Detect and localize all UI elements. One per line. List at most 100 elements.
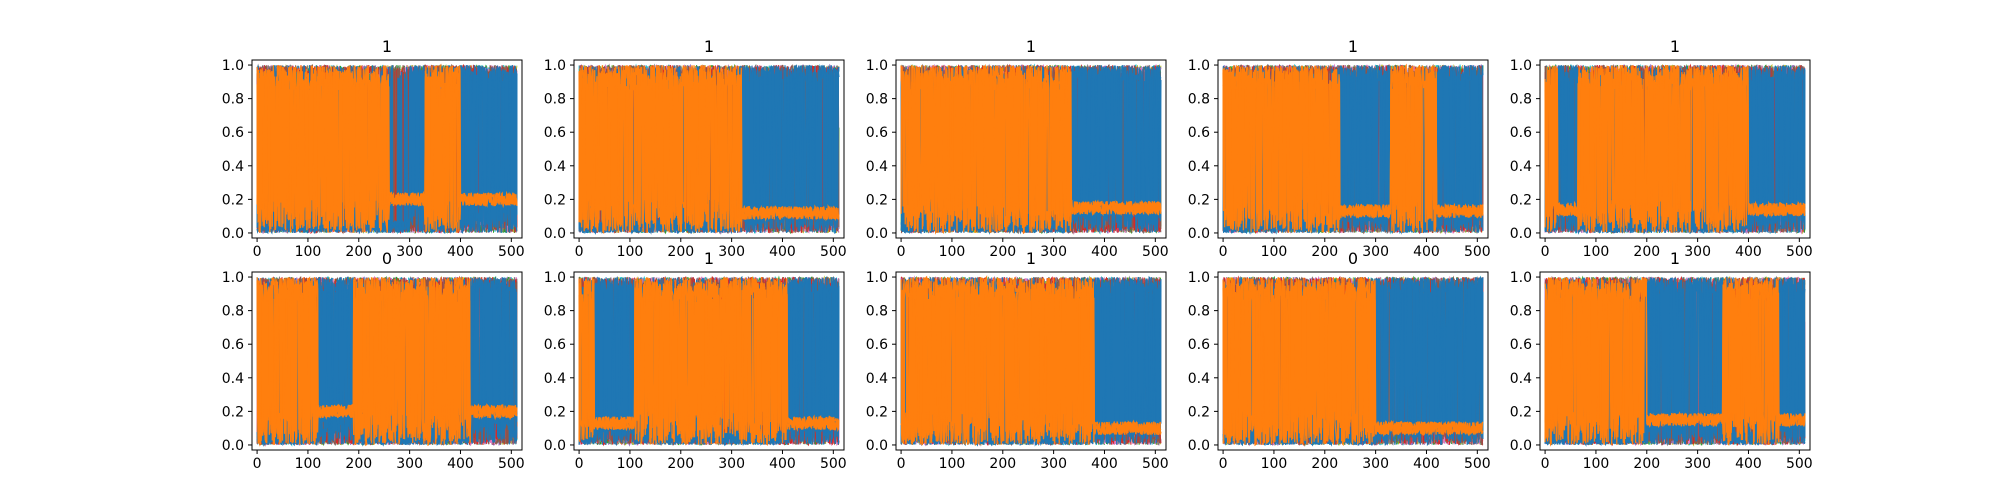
plot-area [578, 63, 840, 235]
plot-area [1222, 63, 1484, 235]
plot-area [900, 275, 1162, 447]
subplot-6: 0 100 200 300 400 500 0.0 0.2 0.4 0.6 0.8 1.0 1 [544, 249, 847, 472]
series-orange [1222, 64, 1484, 233]
y-tick-label: 0.4 [866, 371, 888, 387]
y-tick-label: 0.6 [222, 125, 244, 141]
y-tick-label: 0.6 [866, 125, 888, 141]
y-tick-label: 0.4 [866, 159, 888, 175]
subplot-title: 1 [1670, 37, 1680, 56]
y-tick-label: 1.0 [222, 58, 244, 74]
y-tick-label: 0.2 [222, 404, 244, 420]
subplot-0: 0 100 200 300 400 500 0.0 0.2 0.4 0.6 0.8 1.0 1 [222, 37, 525, 260]
y-tick-label: 1.0 [1188, 270, 1210, 286]
x-tick-label: 200 [1311, 244, 1338, 260]
x-tick-label: 0 [1541, 456, 1550, 472]
x-tick-label: 0 [897, 456, 906, 472]
y-tick-label: 0.0 [544, 438, 566, 454]
x-tick-label: 500 [820, 244, 847, 260]
axes-frame [1217, 271, 1489, 451]
x-tick-label: 200 [1633, 456, 1660, 472]
y-tick-label: 0.4 [1188, 159, 1210, 175]
y-tick-label: 0.6 [1510, 125, 1532, 141]
y-tick-label: 0.2 [222, 192, 244, 208]
x-tick-label: 400 [1091, 244, 1118, 260]
y-tick-label: 0.8 [1510, 92, 1532, 108]
subplot-2: 0 100 200 300 400 500 0.0 0.2 0.4 0.6 0.8 1.0 1 [866, 37, 1169, 260]
x-tick-label: 400 [769, 244, 796, 260]
x-tick-label: 100 [617, 244, 644, 260]
subplot-title: 1 [1026, 37, 1036, 56]
x-tick-label: 100 [617, 456, 644, 472]
y-tick-label: 0.0 [544, 226, 566, 242]
y-tick-label: 1.0 [866, 58, 888, 74]
y-tick-label: 0.2 [866, 192, 888, 208]
y-tick-label: 0.8 [1188, 92, 1210, 108]
x-tick-label: 100 [295, 456, 322, 472]
plot-area [256, 63, 518, 235]
series-orange [1544, 277, 1806, 445]
x-tick-label: 100 [1583, 456, 1610, 472]
y-tick-label: 0.4 [1510, 371, 1532, 387]
x-tick-label: 300 [1362, 456, 1389, 472]
y-tick-label: 0.2 [544, 192, 566, 208]
x-tick-label: 400 [1413, 244, 1440, 260]
subplot-title: 0 [382, 249, 392, 268]
subplot-title: 0 [1348, 249, 1358, 268]
x-tick-label: 0 [575, 456, 584, 472]
x-tick-label: 300 [718, 244, 745, 260]
y-tick-label: 0.0 [1188, 438, 1210, 454]
x-tick-label: 500 [1142, 456, 1169, 472]
x-tick-label: 400 [1735, 244, 1762, 260]
plot-area [900, 63, 1162, 235]
x-tick-label: 100 [1261, 244, 1288, 260]
x-tick-label: 100 [1261, 456, 1288, 472]
y-tick-label: 0.4 [1188, 371, 1210, 387]
series-orange [578, 65, 840, 233]
axes-frame [895, 271, 1167, 451]
y-tick-label: 0.8 [1188, 304, 1210, 320]
y-tick-label: 0.2 [544, 404, 566, 420]
x-tick-label: 300 [1362, 244, 1389, 260]
y-tick-label: 1.0 [1188, 58, 1210, 74]
y-tick-label: 0.2 [866, 404, 888, 420]
y-tick-label: 0.0 [866, 226, 888, 242]
x-tick-label: 300 [1684, 244, 1711, 260]
x-tick-label: 200 [1633, 244, 1660, 260]
axes-frame [251, 271, 523, 451]
x-tick-label: 400 [1735, 456, 1762, 472]
x-tick-label: 300 [396, 456, 423, 472]
y-tick-label: 0.4 [222, 371, 244, 387]
x-tick-label: 0 [253, 244, 262, 260]
subplot-7: 0 100 200 300 400 500 0.0 0.2 0.4 0.6 0.8 1.0 1 [866, 249, 1169, 472]
axes-frame [1539, 59, 1811, 239]
subplot-5: 0 100 200 300 400 500 0.0 0.2 0.4 0.6 0.8 1.0 0 [222, 249, 525, 472]
y-tick-label: 0.8 [544, 92, 566, 108]
x-tick-label: 300 [1040, 244, 1067, 260]
y-tick-label: 0.2 [1510, 404, 1532, 420]
x-tick-label: 500 [820, 456, 847, 472]
x-tick-label: 300 [1040, 456, 1067, 472]
y-tick-label: 0.6 [222, 337, 244, 353]
x-tick-label: 200 [345, 244, 372, 260]
x-tick-label: 300 [718, 456, 745, 472]
axes-frame [251, 59, 523, 239]
subplot-4: 0 100 200 300 400 500 0.0 0.2 0.4 0.6 0.8 1.0 1 [1510, 37, 1813, 260]
y-tick-label: 0.6 [544, 337, 566, 353]
series-orange [1222, 277, 1484, 447]
axes-frame [895, 59, 1167, 239]
subplot-title: 1 [1348, 37, 1358, 56]
subplot-8: 0 100 200 300 400 500 0.0 0.2 0.4 0.6 0.8 1.0 0 [1188, 249, 1491, 472]
y-tick-label: 0.4 [1510, 159, 1532, 175]
y-tick-label: 0.0 [1510, 226, 1532, 242]
x-tick-label: 400 [769, 456, 796, 472]
x-tick-label: 0 [897, 244, 906, 260]
series-orange [900, 275, 1162, 446]
x-tick-label: 100 [939, 456, 966, 472]
x-tick-label: 200 [667, 456, 694, 472]
x-tick-label: 0 [1219, 456, 1228, 472]
x-tick-label: 300 [1684, 456, 1711, 472]
y-tick-label: 1.0 [866, 270, 888, 286]
x-tick-label: 400 [1091, 456, 1118, 472]
x-tick-label: 200 [667, 244, 694, 260]
